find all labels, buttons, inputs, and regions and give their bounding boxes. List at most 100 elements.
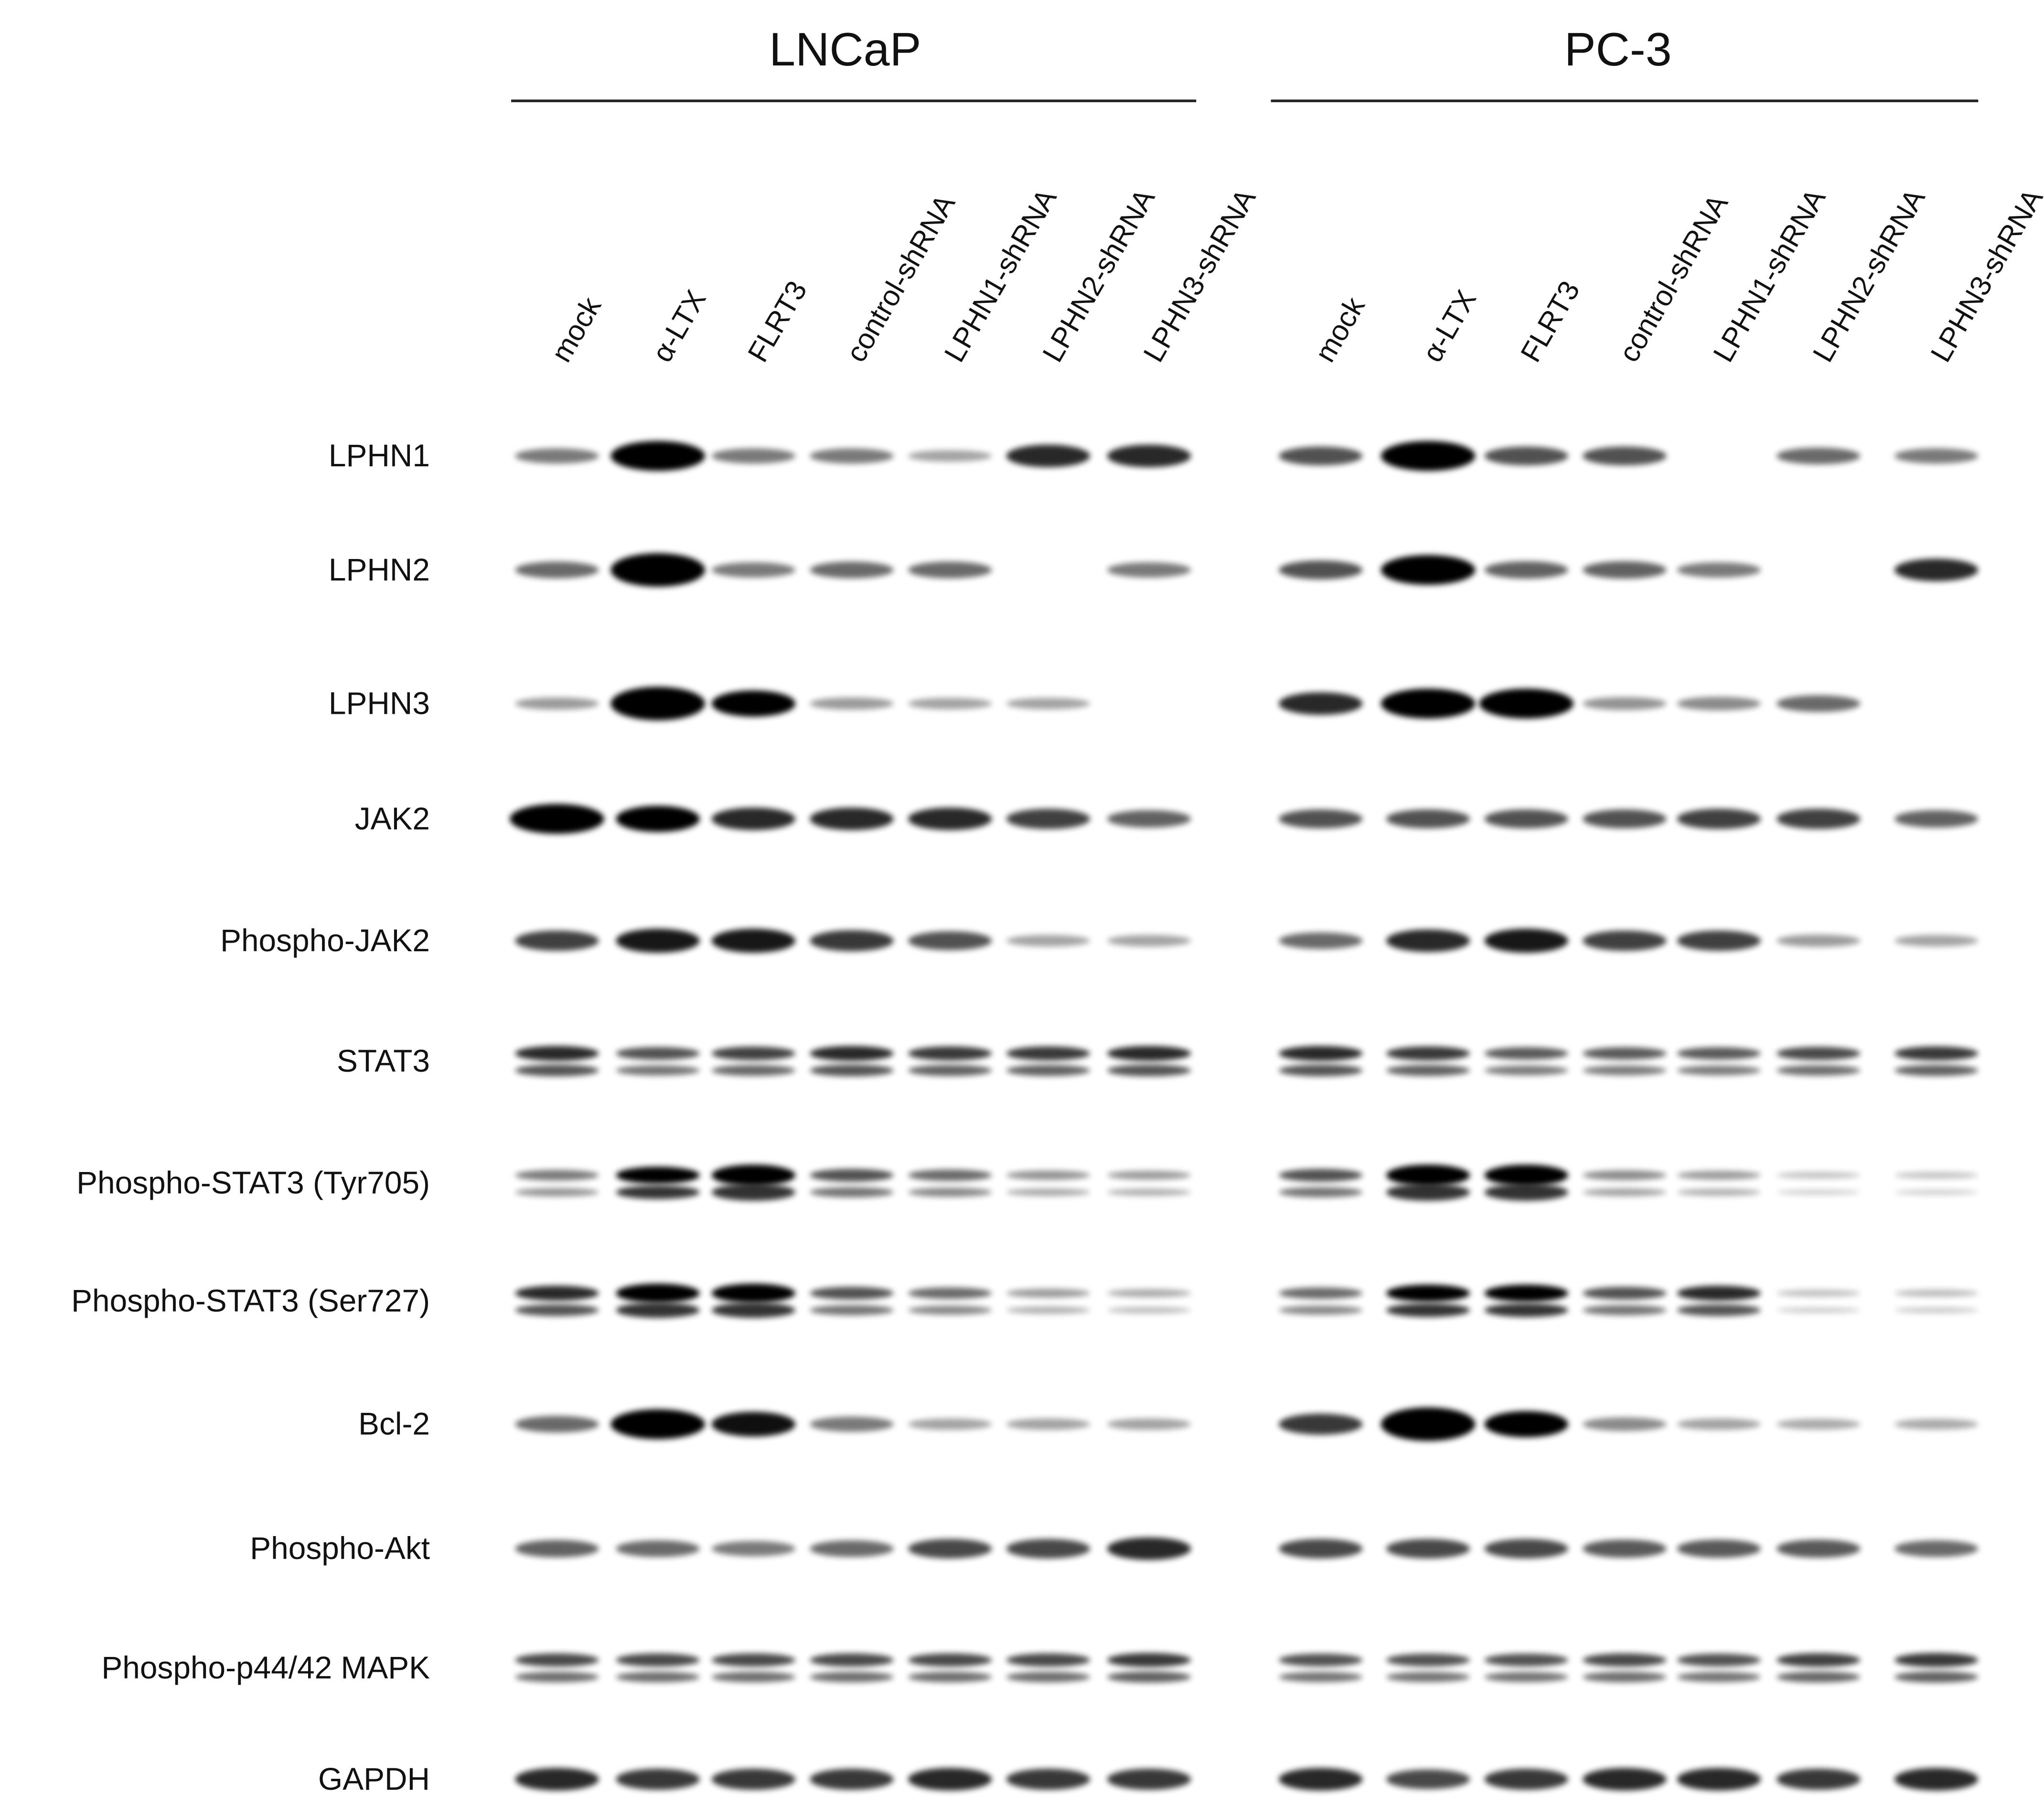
band: [1776, 695, 1861, 712]
band: [1006, 1671, 1091, 1683]
band: [711, 690, 796, 717]
band: [810, 1187, 894, 1198]
band: [1894, 1768, 1979, 1791]
band: [1894, 1189, 1979, 1195]
band: [1677, 1047, 1761, 1060]
band: [515, 448, 599, 464]
band: [1583, 930, 1667, 951]
band: [908, 1187, 992, 1197]
row-label: Bcl-2: [358, 1406, 430, 1441]
band: [610, 441, 705, 471]
band: [1894, 448, 1979, 464]
band: [810, 930, 894, 951]
band: [1107, 1171, 1191, 1180]
band: [1583, 1287, 1667, 1300]
lane-label: LPHN3-shRNA: [1924, 183, 2044, 367]
band: [1484, 1284, 1569, 1302]
band: [1107, 1307, 1191, 1314]
band: [1006, 444, 1091, 467]
band: [610, 553, 705, 587]
band: [515, 561, 599, 579]
band: [1776, 1307, 1861, 1313]
band: [711, 1671, 796, 1683]
band: [1278, 1187, 1363, 1198]
band: [810, 1653, 894, 1667]
row-label: GAPDH: [318, 1761, 430, 1796]
row-label: LPHN2: [329, 552, 430, 587]
band: [1006, 1046, 1091, 1061]
band: [908, 450, 992, 462]
band: [1386, 1284, 1470, 1302]
band: [1386, 1046, 1470, 1061]
band: [810, 1064, 894, 1076]
band: [908, 1418, 992, 1430]
row-label: JAK2: [355, 801, 430, 836]
band: [1583, 1065, 1667, 1075]
band: [908, 698, 992, 710]
band: [1006, 1538, 1091, 1559]
band: [1107, 810, 1191, 828]
band: [1386, 1164, 1470, 1186]
band: [1583, 446, 1667, 466]
band: [515, 1540, 599, 1558]
band: [1006, 1289, 1091, 1298]
band: [515, 930, 599, 951]
band: [908, 1671, 992, 1683]
band: [1677, 1672, 1761, 1682]
band: [1107, 1537, 1191, 1560]
band: [1776, 935, 1861, 947]
band: [1386, 929, 1470, 952]
band: [810, 1671, 894, 1683]
group-title: PC-3: [1564, 23, 1672, 75]
lane-label: FLRT3: [741, 275, 813, 367]
row-label: LPHN3: [329, 686, 430, 721]
band: [1386, 1183, 1470, 1201]
band: [1006, 1064, 1091, 1076]
band: [1484, 1183, 1569, 1201]
band: [1894, 1046, 1979, 1061]
band: [515, 1064, 599, 1076]
band: [1107, 935, 1191, 946]
band: [1894, 1307, 1979, 1313]
band: [1006, 1170, 1091, 1180]
band: [1381, 441, 1476, 471]
band: [810, 807, 894, 830]
band: [616, 1768, 700, 1790]
band: [515, 1170, 599, 1181]
band: [1107, 562, 1191, 578]
band: [515, 1046, 599, 1061]
band: [1107, 1768, 1191, 1790]
band: [1677, 697, 1761, 710]
band: [616, 1540, 700, 1557]
band: [1006, 808, 1091, 829]
row-label: Phospho-Akt: [250, 1530, 430, 1566]
band: [810, 1169, 894, 1182]
band: [1278, 1768, 1363, 1791]
band: [1583, 1188, 1667, 1196]
band: [1484, 928, 1569, 953]
row-label: Phospho-STAT3 (Tyr705): [76, 1165, 430, 1200]
band: [1894, 810, 1979, 828]
band: [1278, 932, 1363, 949]
band: [515, 1416, 599, 1433]
lane-label: FLRT3: [1514, 275, 1586, 367]
band: [1583, 809, 1667, 828]
band: [1484, 1653, 1569, 1666]
band: [1894, 1671, 1979, 1683]
band: [1484, 809, 1569, 828]
band: [1677, 1065, 1761, 1075]
band: [1776, 1189, 1861, 1195]
band: [908, 1064, 992, 1076]
band: [1894, 1289, 1979, 1297]
band: [711, 1283, 796, 1303]
band: [1583, 697, 1667, 710]
band: [616, 1671, 700, 1683]
band: [810, 1416, 894, 1432]
band: [616, 1653, 700, 1667]
band: [616, 1166, 700, 1184]
band: [1278, 1305, 1363, 1315]
band: [515, 1671, 599, 1683]
band: [1278, 809, 1363, 828]
band: [1107, 1418, 1191, 1430]
band: [810, 1287, 894, 1300]
